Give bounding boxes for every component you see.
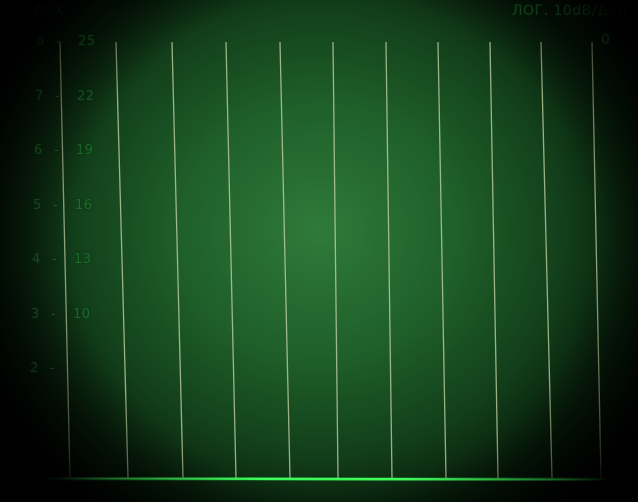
y-tick-label-right: 16	[75, 197, 93, 213]
grid-line-vertical	[540, 41, 553, 479]
left-title: АЧХ	[34, 3, 65, 19]
y-tick-label-right: 13	[74, 252, 92, 267]
grid-line-vertical	[591, 41, 602, 479]
y-tick-mark: -	[56, 34, 62, 49]
y-tick-mark: -	[53, 197, 59, 213]
y-tick-mark: -	[51, 306, 57, 322]
y-tick-label-left: 7	[35, 88, 44, 104]
y-tick-label-right: 19	[76, 143, 94, 158]
y-tick-mark: -	[55, 88, 61, 104]
y-tick-label-left: 8	[36, 34, 45, 49]
y-tick-label-left: 6	[34, 143, 43, 158]
y-tick-label-left: 4	[32, 252, 41, 267]
y-tick-mark: -	[50, 361, 56, 376]
y-tick-label-left: 3	[31, 306, 40, 322]
right-zero-label: 0	[601, 32, 611, 48]
grid-line-vertical	[385, 41, 393, 479]
y-tick-label-left: 2	[30, 361, 39, 376]
grid-line-vertical	[59, 41, 71, 479]
y-tick-label-right: 25	[78, 34, 96, 49]
y-tick-label-right: 10	[73, 306, 91, 322]
y-tick-mark: -	[54, 143, 60, 158]
y-tick-mark: -	[52, 252, 58, 267]
y-tick-label-left: 5	[33, 197, 42, 213]
y-tick-label-right: 22	[77, 88, 95, 104]
grid-line-vertical	[115, 41, 129, 479]
right-title: ЛОГ. 10dB/Дел	[512, 3, 628, 19]
